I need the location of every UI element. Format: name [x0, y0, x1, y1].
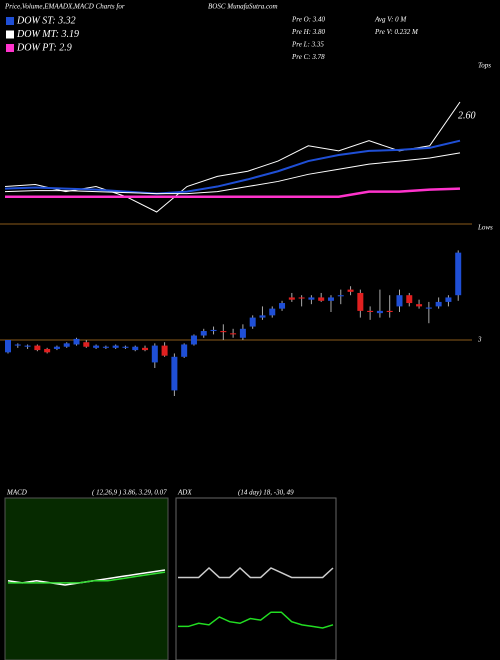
candle-body — [445, 297, 452, 302]
candle-body — [230, 333, 237, 335]
candle-body — [406, 295, 413, 304]
info-text: Pre H: 3.80 — [291, 28, 325, 36]
candle-body — [24, 345, 31, 347]
candle-body — [396, 295, 403, 307]
info-text: Pre O: 3.40 — [291, 16, 325, 24]
candle-body — [102, 346, 109, 348]
candle-body — [190, 335, 197, 345]
candle-body — [327, 297, 334, 301]
tops-label: Tops — [478, 62, 491, 70]
legend-label: DOW PT: 2.9 — [16, 42, 72, 53]
candle-body — [5, 340, 11, 353]
candle-body — [259, 315, 266, 318]
macd-panel — [4, 497, 169, 660]
candle-body — [151, 345, 158, 363]
adx-params: (14 day) 18, -30, 49 — [238, 489, 294, 497]
candle-body — [298, 297, 305, 299]
candle-body — [357, 292, 364, 311]
candle-body — [44, 348, 51, 353]
candle-body — [34, 345, 41, 351]
candle-body — [249, 317, 256, 327]
macd-label: MACD — [6, 489, 27, 497]
candle-body — [14, 344, 21, 346]
info-text: Pre L: 3.35 — [291, 41, 324, 49]
adx-line — [178, 611, 334, 629]
indicator-line — [5, 187, 461, 198]
indicator-line — [4, 139, 461, 195]
macd-params: ( 12,26,9 ) 3.86, 3.29, 0.07 — [92, 489, 167, 497]
candle-body — [83, 342, 90, 347]
candle-body — [318, 297, 325, 301]
candle-body — [269, 308, 276, 316]
info-text: Pre C: 3.78 — [291, 53, 325, 61]
candle-body — [239, 328, 246, 338]
candle-body — [122, 346, 129, 348]
candle-body — [142, 347, 149, 351]
site: BOSC MunafaSutra.com — [208, 3, 278, 11]
legend-swatch — [6, 30, 14, 39]
candle-body — [93, 345, 100, 348]
candle-body — [171, 356, 178, 391]
candle-body — [367, 310, 374, 312]
adx-panel — [175, 497, 337, 660]
candle-body — [288, 297, 295, 300]
candle-body — [376, 310, 383, 314]
candle-body — [347, 289, 354, 292]
legend-swatch — [6, 17, 14, 25]
candle-body — [181, 344, 188, 357]
info-text: Avg V: 0 M — [374, 16, 407, 24]
candle-body — [435, 301, 442, 307]
candle-body — [425, 307, 432, 309]
indicator-line — [4, 152, 461, 195]
lows-label: Lows — [477, 224, 493, 232]
level-label: 3 — [477, 336, 482, 344]
info-text: Pre V: 0.232 M — [374, 28, 419, 36]
legend-swatch — [6, 44, 14, 52]
macd-line — [8, 571, 166, 584]
candle-body — [210, 329, 217, 332]
candle-body — [220, 331, 227, 333]
candle-body — [200, 331, 207, 336]
candle-body — [279, 303, 286, 309]
candle-body — [53, 346, 60, 349]
candle-body — [337, 295, 344, 297]
legend-label: DOW ST: 3.32 — [16, 15, 76, 26]
candle-body — [308, 297, 315, 300]
candle-body — [161, 345, 168, 356]
candle-body — [455, 252, 462, 296]
candle-body — [386, 310, 393, 312]
candle-body — [132, 346, 139, 351]
chart-title: Price,Volume,EMAADX,MACD Charts for — [4, 3, 125, 11]
price-label: 2.60 — [458, 110, 476, 121]
candle-body — [416, 304, 423, 307]
candle-body — [63, 343, 70, 347]
candle-body — [112, 345, 119, 348]
legend-label: DOW MT: 3.19 — [16, 29, 79, 40]
adx-label: ADX — [177, 489, 192, 497]
candle-body — [73, 338, 80, 345]
adx-line — [178, 566, 334, 579]
